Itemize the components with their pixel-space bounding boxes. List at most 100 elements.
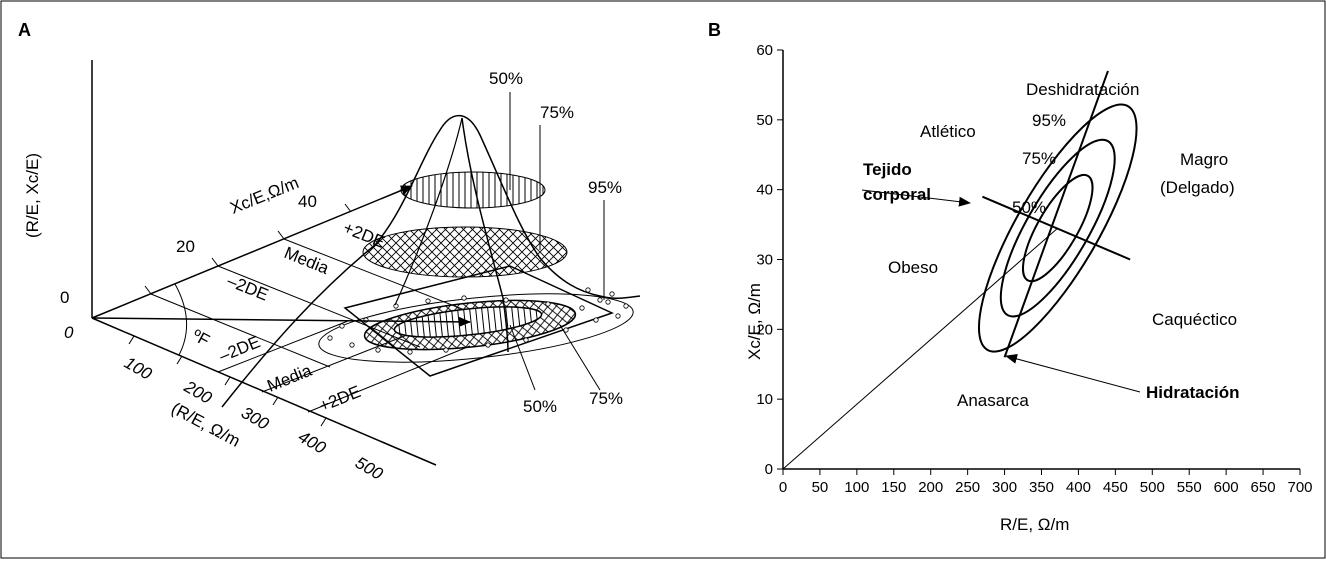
a-floor-point	[375, 347, 381, 353]
a-floor-point	[443, 347, 449, 353]
b-y-tick-label: 60	[756, 42, 773, 59]
a-slice-75	[362, 226, 568, 278]
b-ellipse-50	[1022, 173, 1094, 283]
b-hydration-label: Hidratación	[1146, 383, 1240, 402]
a-leader-50-bottom	[509, 324, 536, 391]
a-floor-point	[503, 297, 509, 303]
a-xc-band-minus	[150, 293, 331, 368]
b-ellipse-label-50: 50%	[1012, 198, 1046, 217]
a-r-band-plus	[307, 345, 471, 413]
b-region-magro: Magro	[1180, 150, 1228, 169]
a-pct-75-top: 75%	[540, 103, 574, 122]
b-ellipse-95	[977, 103, 1138, 353]
a-leader-75-bottom	[559, 324, 601, 391]
a-floor-point	[393, 303, 399, 309]
a-r-tick	[272, 396, 279, 406]
b-y-tick-label: 30	[756, 252, 773, 269]
a-xc-tick	[277, 230, 285, 240]
a-xc-tick	[344, 203, 352, 213]
a-floor-point	[425, 298, 431, 304]
b-x-tick-label: 300	[992, 479, 1017, 496]
b-x-tick-label: 450	[1103, 479, 1128, 496]
a-floor-point	[579, 305, 585, 311]
b-x-tick-label: 500	[1140, 479, 1165, 496]
a-r-band-mean-label: Media	[264, 361, 315, 396]
a-pct-50-top: 50%	[489, 69, 523, 88]
a-bell-ridge-back	[394, 117, 463, 306]
b-tissue-pointer-arrow	[861, 189, 971, 207]
a-floor-point	[485, 342, 491, 348]
panel-b: B Xc/E, Ω/m R/E, Ω/m 0 50 100 150 200 250 300 3…	[708, 20, 1313, 534]
a-r-band-minus	[217, 320, 349, 373]
a-r-tick-500: 500	[352, 453, 387, 484]
a-r-tick	[320, 417, 327, 427]
b-x-tick-label: 700	[1287, 479, 1312, 496]
a-xc-tick	[144, 285, 152, 295]
a-r-tick	[128, 335, 135, 345]
b-y-ticks: 0 10 20 30 40 50 60	[756, 42, 783, 478]
b-ellipses	[977, 103, 1138, 353]
b-tissue-label-line1: Tejido	[863, 160, 912, 179]
a-floor-point	[349, 342, 355, 348]
a-xc-tick-20: 20	[176, 237, 195, 256]
a-floor-point	[523, 337, 529, 343]
b-x-tick-label: 100	[844, 479, 869, 496]
a-floor-point	[545, 301, 551, 307]
b-region-caquectico: Caquéctico	[1152, 310, 1237, 329]
a-angle-arc	[174, 283, 188, 356]
b-y-tick-label: 10	[756, 391, 773, 408]
a-xc-tick-40: 40	[298, 192, 317, 211]
a-r-tick	[176, 355, 183, 365]
a-floor-point	[593, 317, 599, 323]
a-floor-point	[327, 335, 333, 341]
a-r-band-minus-label: –2DE	[216, 332, 263, 366]
a-floor-point	[563, 327, 569, 333]
a-xc-axis-label: Xc/E,Ω/m	[227, 173, 301, 218]
b-x-tick-label: 0	[779, 479, 787, 496]
a-xc-ticks	[144, 203, 352, 295]
a-pct-50-bottom: 50%	[523, 397, 557, 416]
b-ellipse-75	[999, 138, 1116, 318]
a-floor-point	[605, 299, 611, 305]
a-floor-point	[461, 295, 467, 301]
b-region-anasarca: Anasarca	[957, 391, 1029, 410]
panel-b-label: B	[708, 20, 721, 40]
b-hydration-pointer-arrow	[1005, 354, 1141, 393]
a-r-tick-300: 300	[238, 403, 273, 434]
a-floor-points	[327, 287, 629, 355]
a-xc-band-minus-label: –2DE	[225, 271, 272, 305]
a-bell-curve	[221, 114, 641, 408]
b-y-tick-label: 0	[765, 461, 773, 478]
a-floor-point	[407, 349, 413, 355]
b-x-tick-label: 400	[1066, 479, 1091, 496]
b-x-axis-label: R/E, Ω/m	[1000, 515, 1069, 534]
a-r-tick-400: 400	[295, 427, 330, 458]
a-projection-arrow	[91, 316, 471, 327]
panel-a-label: A	[18, 20, 31, 40]
a-floor-point	[609, 291, 615, 297]
a-xc-axis	[91, 185, 413, 319]
b-region-delgado: (Delgado)	[1160, 178, 1235, 197]
b-region-obeso: Obeso	[888, 258, 938, 277]
b-y-axis-label: Xc/E, Ω/m	[745, 283, 764, 360]
a-angle-label: ºF	[189, 326, 213, 351]
a-floor-ellipse-95	[318, 293, 634, 363]
a-pct-75-bottom: 75%	[589, 389, 623, 408]
b-x-tick-label: 600	[1214, 479, 1239, 496]
b-x-tick-label: 350	[1029, 479, 1054, 496]
a-floor-point	[339, 323, 345, 329]
b-tissue-label-line2: corporal	[863, 185, 931, 204]
a-vertical-axis-label: (R/E, Xc/E)	[23, 153, 42, 238]
b-ellipse-label-95: 95%	[1032, 111, 1066, 130]
b-x-tick-label: 200	[918, 479, 943, 496]
a-pct-95-top: 95%	[588, 178, 622, 197]
a-floor-point	[623, 303, 629, 309]
b-x-ticks: 0 50 100 150 200 250 300 350 400 450 500 550 600 650 7…	[779, 469, 1313, 496]
b-x-tick-label: 550	[1177, 479, 1202, 496]
b-region-atletico: Atlético	[920, 122, 976, 141]
b-y-tick-label: 50	[756, 112, 773, 129]
b-y-tick-label: 40	[756, 182, 773, 199]
b-hydration-axis	[1003, 70, 1109, 358]
a-floor-point	[615, 313, 621, 319]
